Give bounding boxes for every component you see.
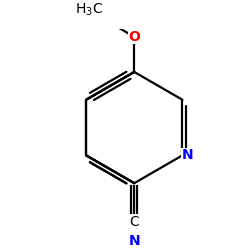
Text: H$_3$C: H$_3$C	[76, 2, 104, 18]
Text: O: O	[128, 30, 140, 44]
Text: N: N	[182, 148, 194, 162]
Text: C: C	[130, 215, 139, 229]
Text: N: N	[128, 234, 140, 247]
